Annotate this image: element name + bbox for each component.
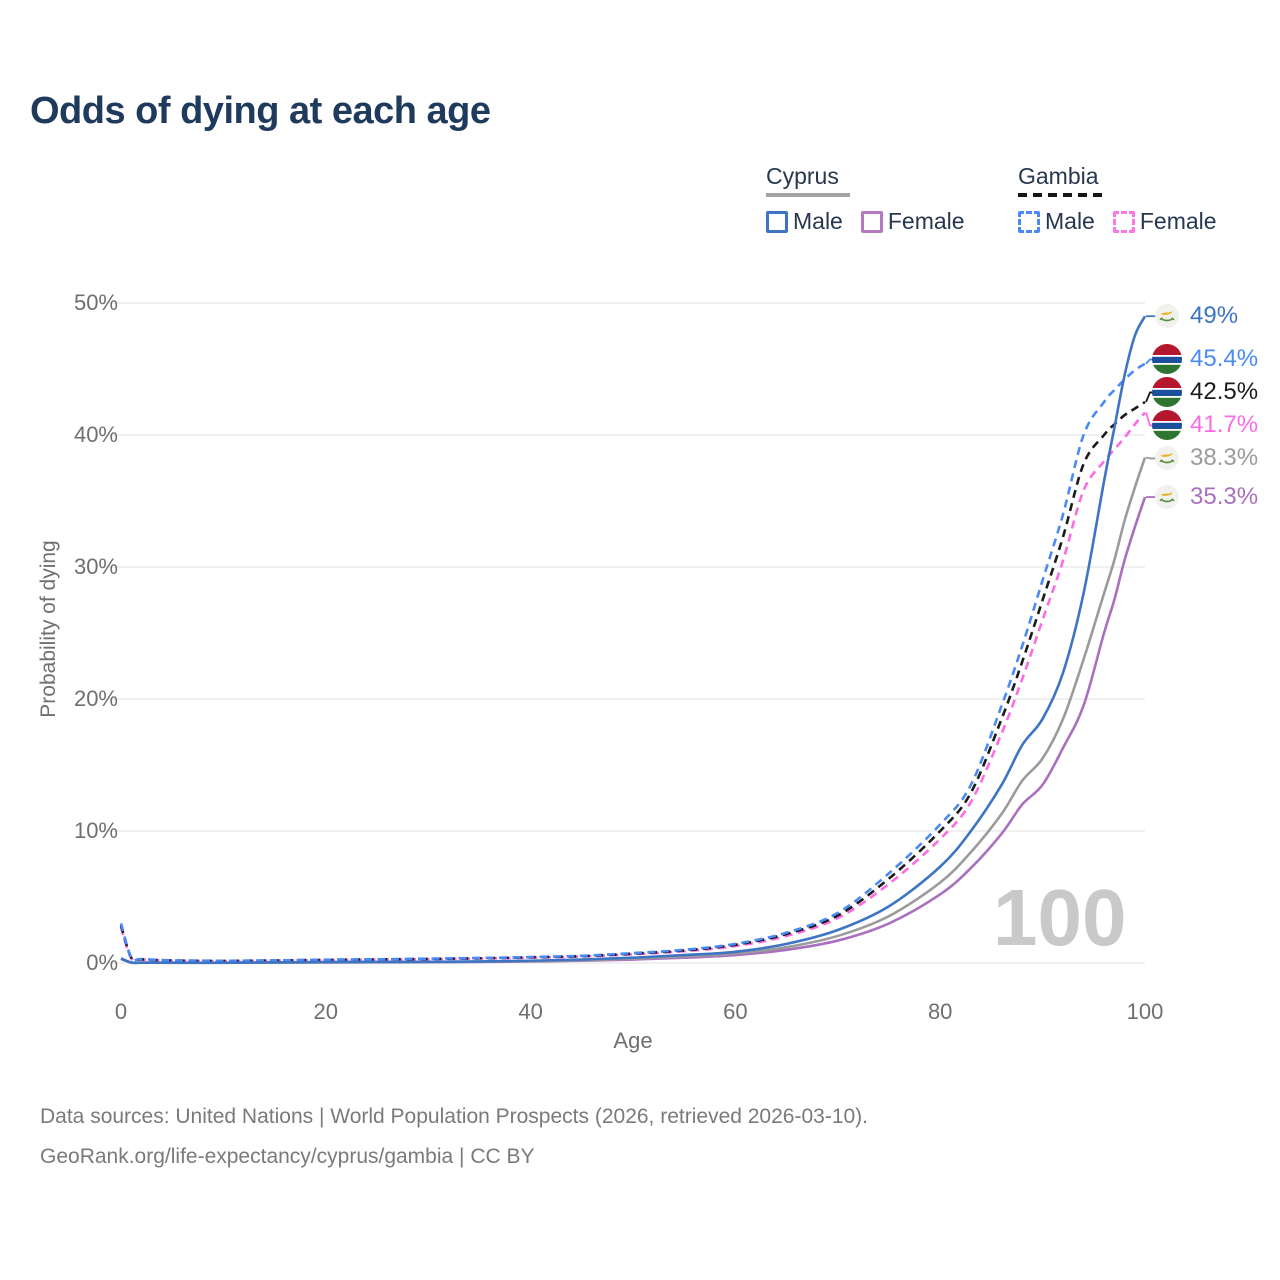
chart-title: Odds of dying at each age xyxy=(30,90,491,132)
x-tick-label: 40 xyxy=(518,999,543,1024)
end-label-cyprus-male: 49% xyxy=(1150,301,1238,331)
gambia-flag-icon xyxy=(1152,377,1182,408)
end-label-gambia-both: 42.5% xyxy=(1150,377,1259,408)
gambia-female-swatch-icon xyxy=(1112,210,1135,233)
x-tick-label: 20 xyxy=(313,999,339,1024)
cyprus-flag-icon xyxy=(1155,485,1179,510)
end-label-gambia-female: 41.7% xyxy=(1150,410,1259,441)
end-label-value: 35.3% xyxy=(1190,483,1259,511)
end-label-value: 49% xyxy=(1190,302,1239,330)
y-tick-label: 20% xyxy=(73,686,118,711)
x-tick-label: 60 xyxy=(723,999,748,1024)
legend-label: Male xyxy=(1045,208,1095,234)
end-label-value: 41.7% xyxy=(1190,411,1259,439)
x-tick-label: 0 xyxy=(114,999,128,1024)
attribution-text: GeoRank.org/life-expectancy/cyprus/gambi… xyxy=(40,1145,535,1168)
cyprus-flag-icon xyxy=(1155,304,1179,329)
y-tick-label: 0% xyxy=(86,950,118,975)
legend-label: Male xyxy=(793,208,843,234)
legend-country-cyprus[interactable]: Cyprus xyxy=(766,163,839,189)
legend-item-cyprus-female[interactable]: Female xyxy=(860,208,965,235)
legend-label: Female xyxy=(887,208,965,234)
data-sources-text: Data sources: United Nations | World Pop… xyxy=(40,1105,869,1128)
end-label-gambia-male: 45.4% xyxy=(1150,344,1259,375)
gambia-male-swatch-icon xyxy=(1018,210,1040,233)
y-tick-label: 50% xyxy=(73,290,118,315)
gambia-flag-icon xyxy=(1152,410,1182,441)
series-line-cyprus-male xyxy=(120,315,1147,965)
x-tick-label: 80 xyxy=(927,999,953,1024)
y-tick-label: 10% xyxy=(73,818,118,843)
cyprus-male-swatch-icon xyxy=(766,210,788,233)
legend-country-gambia[interactable]: Gambia xyxy=(1018,163,1099,189)
legend-item-gambia-male[interactable]: Male xyxy=(1018,208,1095,235)
legend-group-cyprus: Cyprus Male Female xyxy=(766,163,965,235)
cyprus-flag-icon xyxy=(1155,446,1179,471)
end-label-leader xyxy=(1145,456,1157,460)
x-axis-label: Age xyxy=(613,1028,653,1053)
x-tick-label: 100 xyxy=(1126,999,1164,1024)
gambia-line-style-swatch xyxy=(1018,193,1107,197)
series-line-gambia-female xyxy=(119,411,1146,963)
legend-label: Female xyxy=(1139,208,1217,234)
legend-item-gambia-female[interactable]: Female xyxy=(1112,208,1217,235)
end-label-cyprus-female: 35.3% xyxy=(1150,482,1258,512)
series-line-gambia-both xyxy=(119,400,1146,963)
y-tick-label: 40% xyxy=(73,422,118,447)
end-label-value: 42.5% xyxy=(1190,378,1259,406)
hovered-age-watermark: 100 xyxy=(993,873,1127,962)
end-label-value: 45.4% xyxy=(1190,345,1259,373)
legend-group-gambia: Gambia Male Female xyxy=(1018,163,1217,235)
y-tick-label: 30% xyxy=(73,554,118,579)
end-label-value: 38.3% xyxy=(1190,444,1259,472)
end-label-cyprus-both: 38.3% xyxy=(1150,443,1258,473)
series-line-gambia-male xyxy=(119,362,1146,963)
legend-item-cyprus-male[interactable]: Male xyxy=(766,208,843,235)
cyprus-line-style-swatch xyxy=(766,193,850,197)
cyprus-female-swatch-icon xyxy=(860,210,883,233)
gambia-flag-icon xyxy=(1152,344,1182,375)
series-line-cyprus-both xyxy=(120,457,1147,965)
